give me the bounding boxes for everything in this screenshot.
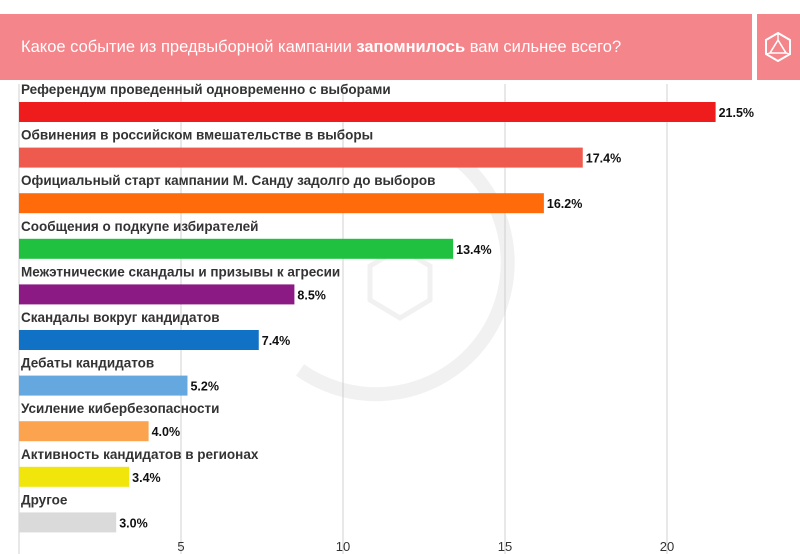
logo xyxy=(757,14,800,80)
x-tick-label: 5 xyxy=(177,539,184,554)
value-label: 4.0% xyxy=(152,425,181,439)
value-label: 5.2% xyxy=(190,380,219,394)
value-label: 21.5% xyxy=(719,106,754,120)
value-label: 13.4% xyxy=(456,243,491,257)
value-label: 3.4% xyxy=(132,471,161,485)
bar xyxy=(19,421,149,442)
value-label: 3.0% xyxy=(119,516,148,530)
bar xyxy=(19,284,295,305)
bar xyxy=(19,512,117,533)
category-label: Усиление кибербезопасности xyxy=(21,401,219,416)
category-label: Другое xyxy=(21,492,68,507)
category-label: Сообщения о подкупе избирателей xyxy=(21,219,258,234)
value-label: 16.2% xyxy=(547,197,582,211)
value-label: 7.4% xyxy=(262,334,291,348)
category-label: Активность кандидатов в регионах xyxy=(21,447,259,462)
bar xyxy=(19,466,130,487)
x-tick-label: 20 xyxy=(660,539,674,554)
bar xyxy=(19,147,583,168)
bar xyxy=(19,330,259,350)
bar xyxy=(19,102,716,122)
chart-title: Какое событие из предвыборной кампании з… xyxy=(21,38,622,56)
category-label: Дебаты кандидатов xyxy=(21,356,154,371)
chart-header: Какое событие из предвыборной кампании з… xyxy=(0,14,752,80)
value-label: 8.5% xyxy=(297,288,326,302)
d20-logo-icon xyxy=(765,32,791,62)
category-label: Референдум проведенный одновременно с вы… xyxy=(21,82,391,97)
bar xyxy=(19,238,454,259)
category-label: Официальный старт кампании М. Санду задо… xyxy=(21,173,435,188)
category-label: Межэтнические скандалы и призывы к агрес… xyxy=(21,264,340,279)
category-label: Обвинения в российском вмешательстве в в… xyxy=(21,128,373,143)
x-tick-label: 15 xyxy=(498,539,512,554)
bar xyxy=(19,193,544,214)
category-label: Скандалы вокруг кандидатов xyxy=(21,310,220,325)
bar xyxy=(19,375,188,396)
value-label: 17.4% xyxy=(586,152,621,166)
x-tick-label: 10 xyxy=(336,539,350,554)
